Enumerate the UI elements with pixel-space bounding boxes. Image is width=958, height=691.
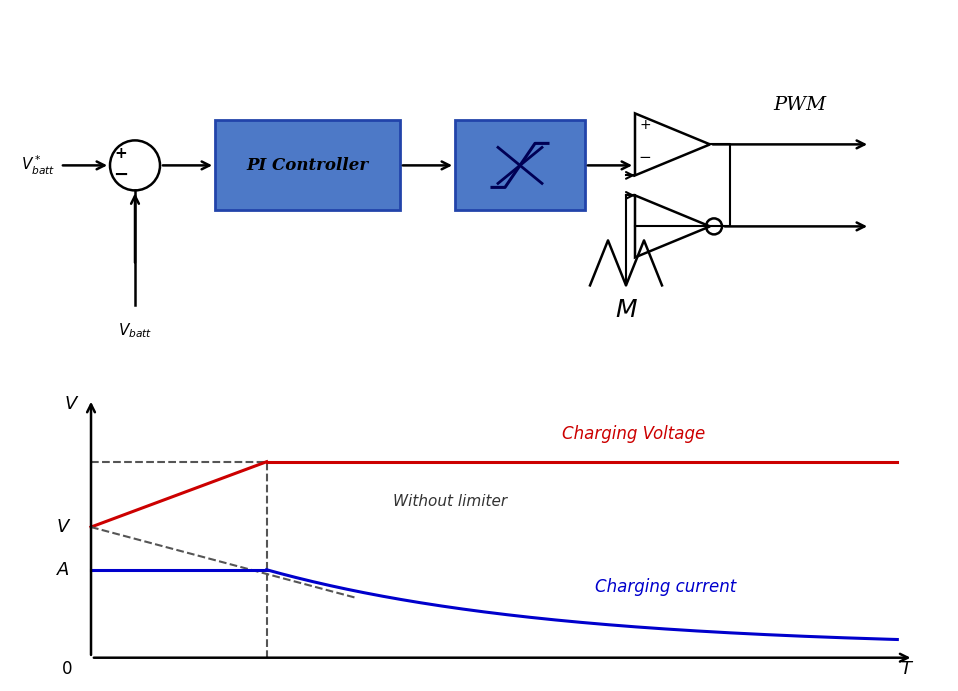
- Text: 0: 0: [62, 660, 72, 678]
- Text: Charging current: Charging current: [595, 578, 737, 596]
- FancyBboxPatch shape: [215, 120, 400, 210]
- Text: −: −: [113, 167, 128, 184]
- FancyBboxPatch shape: [455, 120, 585, 210]
- Text: Without limiter: Without limiter: [393, 495, 508, 509]
- Text: $V_{batt}$: $V_{batt}$: [118, 321, 152, 340]
- Text: V: V: [65, 395, 78, 413]
- Text: PI Controller: PI Controller: [246, 157, 369, 174]
- Text: $V^*_{batt}$: $V^*_{batt}$: [21, 154, 56, 177]
- Text: PWM: PWM: [773, 96, 827, 115]
- Text: +: +: [639, 118, 650, 133]
- Text: −: −: [639, 150, 651, 165]
- Text: +: +: [115, 146, 127, 161]
- Text: A: A: [57, 561, 69, 579]
- Text: V: V: [57, 518, 69, 536]
- Text: T: T: [900, 660, 911, 678]
- Text: $\mathit{M}$: $\mathit{M}$: [614, 299, 637, 323]
- Text: Charging Voltage: Charging Voltage: [562, 425, 705, 443]
